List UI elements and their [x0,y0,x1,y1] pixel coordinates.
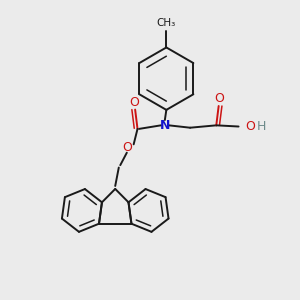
Text: H: H [257,120,266,133]
Text: O: O [122,141,132,154]
Text: O: O [129,96,139,109]
Text: O: O [245,120,255,133]
Text: O: O [214,92,224,105]
Text: CH₃: CH₃ [157,18,176,28]
Text: N: N [160,119,170,132]
